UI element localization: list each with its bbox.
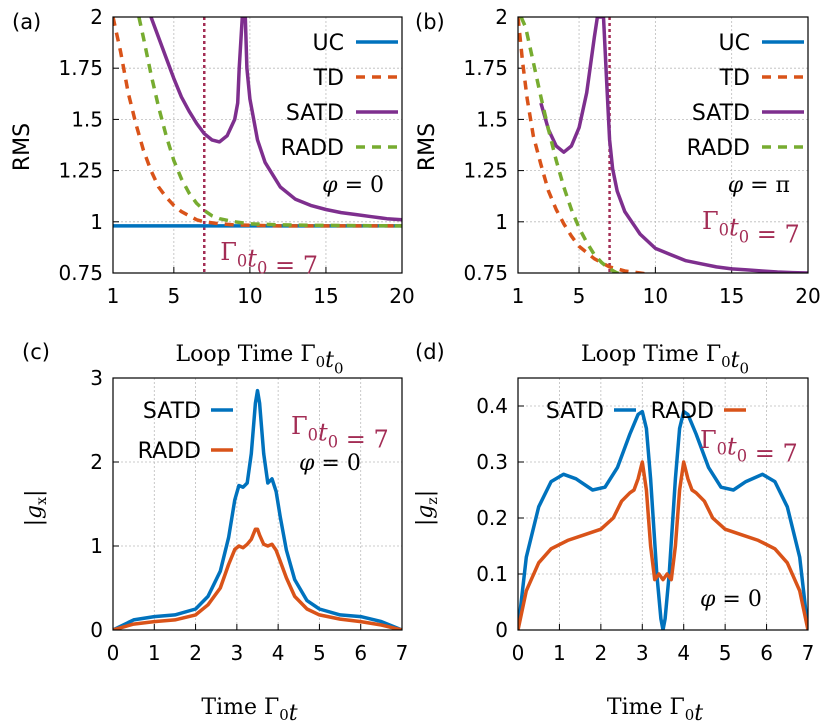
x-tick-label: 5 <box>719 641 732 665</box>
legend-label-radd: RADD <box>687 136 750 161</box>
panel-label: (a) <box>12 10 41 34</box>
series-line-radd <box>518 460 808 630</box>
axes-frame <box>112 377 403 631</box>
y-tick-label: 0.75 <box>463 261 508 285</box>
legend-label-satd: SATD <box>143 399 201 424</box>
y-axis-label: RMS <box>415 123 440 171</box>
x-tick-label: 20 <box>795 284 820 308</box>
x-tick-label: 3 <box>230 641 243 665</box>
series-line-radd <box>113 527 402 630</box>
y-axis-label: |gz| <box>413 490 441 526</box>
y-tick-label: 1.25 <box>58 159 103 183</box>
legend-label-radd: RADD <box>281 136 344 161</box>
panel-1: 1 5 10 15 200.7511.251.51.752(a)RMSUCTDSATDR… <box>10 5 415 308</box>
series-line-satd <box>518 409 808 630</box>
x-tick-label: 5 <box>573 284 586 308</box>
loop-time-annotation: Γ0t0 = 7 <box>220 238 318 279</box>
x-tick-label: 7 <box>396 641 409 665</box>
panel-4: 0 1 2 3 4 5 6 7 0 0.1 0.2 0.3 0.4 (d) |gz| SATD RADD <box>413 340 814 665</box>
phi-annotation: φ = π <box>728 173 790 198</box>
panel-2: 1 5 10 15 200.7511.251.51.752(b)RMSUCTDSATDR… <box>415 5 821 308</box>
series-line-radd <box>519 17 625 273</box>
x-tick-label: 5 <box>167 284 180 308</box>
x-tick-label: 2 <box>189 641 202 665</box>
axes-frame <box>517 377 809 631</box>
series-line-td <box>113 17 402 228</box>
loop-time-annotation: Γ0t0 = 7 <box>291 412 389 453</box>
y-axis-label: |gx| <box>22 490 50 527</box>
x-tick-label: 1 <box>107 284 120 308</box>
loop-time-annotation: Γ0t0 = 7 <box>702 207 800 248</box>
x-tick-label: 5 <box>313 641 326 665</box>
panel-3: 0 1 2 3 4 5 6 7 0 1 2 3 (c) |gx| SATD RADD <box>22 340 408 665</box>
series-line-satd <box>113 388 402 630</box>
y-tick-label: 0.3 <box>476 450 508 474</box>
legend-label-satd: SATD <box>286 101 344 126</box>
loop-time-annotation: Γ0t0 = 7 <box>700 426 798 467</box>
x-tick-label: 15 <box>719 284 744 308</box>
y-tick-label: 0 <box>495 618 508 642</box>
legend-label-satd: SATD <box>546 399 604 424</box>
x-tick-label: 20 <box>389 284 414 308</box>
x-tick-label: 4 <box>677 641 690 665</box>
y-tick-label: 1 <box>90 534 103 558</box>
y-tick-label: 1.5 <box>71 107 103 131</box>
x-tick-label: 0 <box>107 641 120 665</box>
y-tick-label: 2 <box>495 5 508 29</box>
legend-label-radd: RADD <box>651 399 714 424</box>
y-tick-label: 1.75 <box>463 56 508 80</box>
y-tick-label: 0.2 <box>476 506 508 530</box>
legend-label-td: TD <box>719 66 750 91</box>
x-tick-label: 3 <box>636 641 649 665</box>
y-tick-label: 1 <box>495 210 508 234</box>
legend-label-uc: UC <box>313 31 344 56</box>
y-tick-label: 1.75 <box>58 56 103 80</box>
legend-label-satd: SATD <box>692 101 750 126</box>
axes-frame <box>517 16 809 274</box>
y-tick-label: 0.1 <box>476 562 508 586</box>
legend-label-radd: RADD <box>138 439 201 464</box>
series-line-td <box>518 17 654 273</box>
y-tick-label: 1 <box>90 210 103 234</box>
series-line-satd <box>149 17 402 222</box>
phi-annotation: φ = 0 <box>700 587 762 612</box>
x-tick-label: 1 <box>148 641 161 665</box>
panel-label: (c) <box>22 340 50 364</box>
y-tick-label: 1.5 <box>476 107 508 131</box>
y-tick-label: 2 <box>90 5 103 29</box>
x-axis-label: Time Γ0t <box>201 695 297 726</box>
legend-label-td: TD <box>313 66 344 91</box>
x-tick-label: 2 <box>594 641 607 665</box>
panel-label: (b) <box>415 10 445 34</box>
x-tick-label: 6 <box>354 641 367 665</box>
x-tick-label: 0 <box>512 641 525 665</box>
x-tick-label: 1 <box>512 284 525 308</box>
x-tick-label: 7 <box>802 641 815 665</box>
x-axis-label: Time Γ0t <box>607 695 703 726</box>
x-axis-label: Loop Time Γ0t0 <box>176 342 344 377</box>
phi-annotation: φ = 0 <box>322 173 384 198</box>
x-tick-label: 15 <box>313 284 338 308</box>
x-tick-label: 6 <box>760 641 773 665</box>
series-line-satd <box>539 17 808 273</box>
y-tick-label: 1.25 <box>463 159 508 183</box>
x-axis-label: Loop Time Γ0t0 <box>581 342 749 377</box>
panel-label: (d) <box>415 340 445 364</box>
phi-annotation: φ = 0 <box>299 451 361 476</box>
y-tick-label: 0 <box>90 618 103 642</box>
x-tick-label: 1 <box>553 641 566 665</box>
legend-label-uc: UC <box>719 31 750 56</box>
y-tick-label: 2 <box>90 450 103 474</box>
x-tick-label: 4 <box>272 641 285 665</box>
y-tick-label: 0.75 <box>58 261 103 285</box>
y-tick-label: 0.4 <box>476 394 508 418</box>
y-tick-label: 3 <box>90 366 103 390</box>
y-axis-label: RMS <box>10 123 35 171</box>
x-tick-label: 10 <box>643 284 668 308</box>
axes-frame <box>112 16 403 274</box>
x-tick-label: 10 <box>237 284 262 308</box>
